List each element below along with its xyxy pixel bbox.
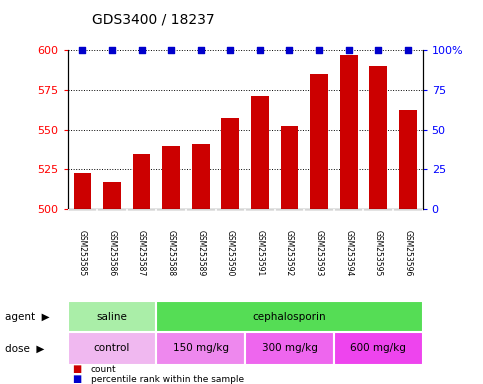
Text: 300 mg/kg: 300 mg/kg <box>262 343 317 354</box>
Point <box>167 47 175 53</box>
Text: GSM253591: GSM253591 <box>256 230 264 276</box>
Bar <box>251 96 269 209</box>
Text: count: count <box>91 365 116 374</box>
Text: GSM253585: GSM253585 <box>78 230 87 276</box>
Text: GSM253593: GSM253593 <box>314 230 324 277</box>
Text: GSM253586: GSM253586 <box>108 230 116 276</box>
Text: cephalosporin: cephalosporin <box>253 312 327 322</box>
Text: GSM253589: GSM253589 <box>196 230 205 276</box>
Text: control: control <box>94 343 130 354</box>
Bar <box>133 154 151 209</box>
Point <box>404 47 412 53</box>
Text: ■: ■ <box>72 374 82 384</box>
Bar <box>162 146 180 209</box>
Text: GSM253590: GSM253590 <box>226 230 235 277</box>
Point <box>79 47 86 53</box>
Bar <box>68 332 156 365</box>
Bar <box>156 301 423 332</box>
Text: 600 mg/kg: 600 mg/kg <box>350 343 406 354</box>
Text: GDS3400 / 18237: GDS3400 / 18237 <box>92 13 214 27</box>
Text: GSM253595: GSM253595 <box>374 230 383 277</box>
Bar <box>281 126 298 209</box>
Text: saline: saline <box>97 312 128 322</box>
Bar <box>192 144 210 209</box>
Bar <box>399 111 417 209</box>
Bar <box>334 332 423 365</box>
Text: 150 mg/kg: 150 mg/kg <box>173 343 229 354</box>
Text: agent  ▶: agent ▶ <box>5 312 49 322</box>
Bar <box>156 332 245 365</box>
Point <box>138 47 145 53</box>
Bar <box>222 118 239 209</box>
Bar <box>245 332 334 365</box>
Text: GSM253587: GSM253587 <box>137 230 146 276</box>
Point <box>345 47 353 53</box>
Point <box>315 47 323 53</box>
Text: percentile rank within the sample: percentile rank within the sample <box>91 375 244 384</box>
Point <box>227 47 234 53</box>
Point <box>256 47 264 53</box>
Bar <box>310 74 328 209</box>
Point <box>108 47 116 53</box>
Text: ■: ■ <box>72 364 82 374</box>
Text: GSM253592: GSM253592 <box>285 230 294 276</box>
Text: GSM253588: GSM253588 <box>167 230 176 276</box>
Point <box>285 47 293 53</box>
Point <box>197 47 205 53</box>
Bar <box>103 182 121 209</box>
Text: GSM253594: GSM253594 <box>344 230 353 277</box>
Bar <box>340 55 357 209</box>
Point <box>374 47 382 53</box>
Bar <box>369 66 387 209</box>
Text: GSM253596: GSM253596 <box>403 230 412 277</box>
Bar <box>68 301 156 332</box>
Bar <box>73 173 91 209</box>
Text: dose  ▶: dose ▶ <box>5 343 44 354</box>
